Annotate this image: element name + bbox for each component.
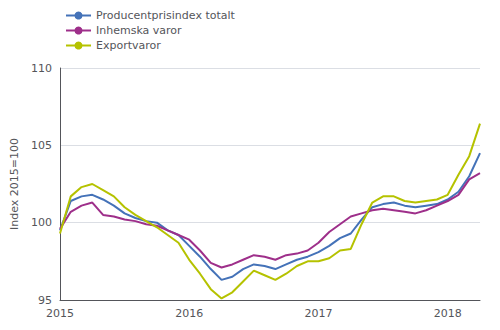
svg-text:2018: 2018 <box>434 307 462 320</box>
svg-text:Index 2015=100: Index 2015=100 <box>8 138 21 230</box>
svg-text:100: 100 <box>31 216 52 229</box>
svg-text:95: 95 <box>38 294 52 307</box>
svg-text:2016: 2016 <box>175 307 203 320</box>
svg-text:2015: 2015 <box>46 307 74 320</box>
svg-text:Inhemska varor: Inhemska varor <box>96 24 182 37</box>
svg-text:110: 110 <box>31 62 52 75</box>
svg-text:2017: 2017 <box>304 307 332 320</box>
svg-text:Exportvaror: Exportvaror <box>96 39 161 52</box>
svg-text:105: 105 <box>31 139 52 152</box>
svg-text:Producentprisindex totalt: Producentprisindex totalt <box>96 9 236 22</box>
